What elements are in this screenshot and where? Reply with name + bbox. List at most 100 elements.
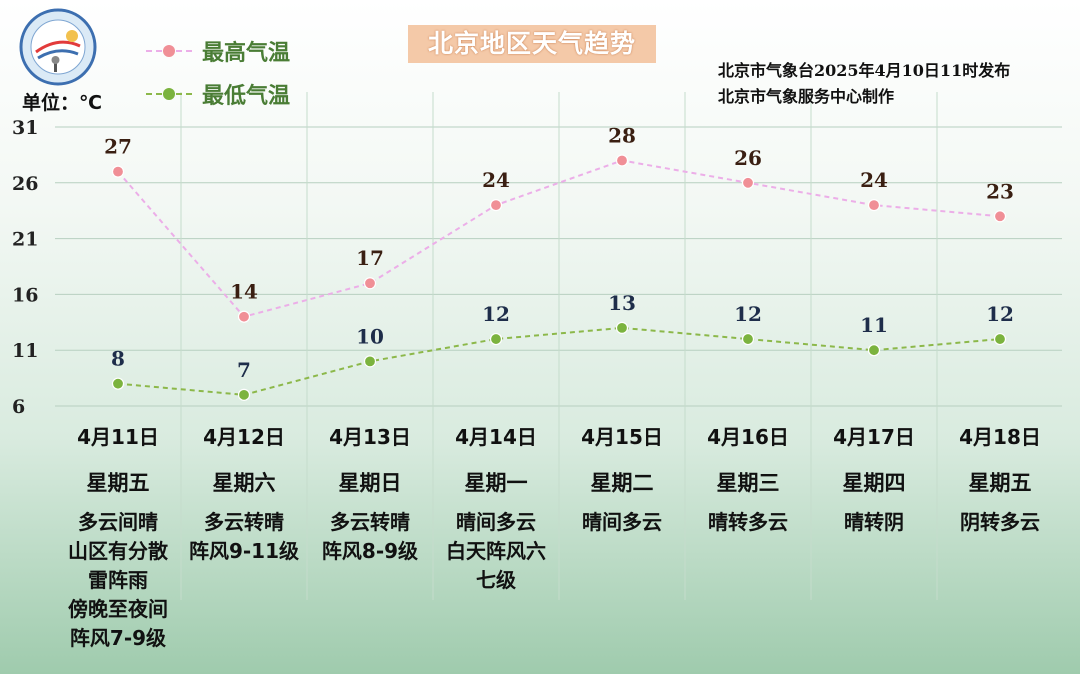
weather-description: 多云转晴 阵风9-11级 — [181, 508, 307, 566]
source-line-maker: 北京市气象服务中心制作 — [718, 87, 895, 106]
legend-low-marker — [163, 88, 175, 100]
day-column: 4月17日星期四晴转阴 — [811, 416, 937, 537]
weather-line: 阵风7-9级 — [69, 626, 167, 650]
weather-description: 晴间多云白天阵风六七级 — [433, 508, 559, 595]
data-point-low — [615, 321, 629, 334]
x-tick-label: 4月17日 — [833, 425, 915, 449]
data-label-low: 13 — [608, 291, 636, 315]
legend-low-label: 最低气温 — [202, 84, 291, 109]
weekday-label: 星期六 — [212, 471, 276, 495]
day-column: 4月11日星期五多云间晴山区有分散雷阵雨傍晚至夜间阵风7-9级 — [55, 416, 181, 653]
data-label-high: 23 — [986, 179, 1014, 203]
y-tick-label: 11 — [12, 340, 38, 362]
series-line-high — [117, 159, 1001, 318]
data-point-high — [741, 176, 755, 189]
unit-label: 单位：℃ — [22, 92, 103, 114]
x-tick-label: 4月18日 — [959, 425, 1041, 449]
y-tick-label: 16 — [12, 284, 38, 306]
weather-description: 阴转多云 — [937, 508, 1063, 537]
data-label-high: 14 — [230, 280, 258, 304]
legend-high-line — [146, 45, 192, 57]
data-label-low: 12 — [734, 302, 762, 326]
x-tick-label: 4月12日 — [203, 425, 285, 449]
data-point-low — [237, 388, 251, 401]
data-point-high — [237, 310, 251, 323]
weather-line: 山区有分散 — [68, 539, 168, 563]
data-point-high — [363, 277, 377, 290]
weekday-label: 星期三 — [716, 471, 780, 495]
data-point-high — [615, 154, 629, 167]
data-label-high: 24 — [482, 168, 510, 192]
day-column: 4月12日星期六多云转晴 阵风9-11级 — [181, 416, 307, 566]
data-label-high: 24 — [860, 168, 888, 192]
weekday-label: 星期五 — [86, 471, 150, 495]
legend-high-label: 最高气温 — [202, 41, 291, 66]
data-label-high: 17 — [356, 246, 384, 270]
data-point-high — [111, 165, 125, 178]
x-tick-label: 4月16日 — [707, 425, 789, 449]
weather-description: 多云间晴山区有分散雷阵雨傍晚至夜间阵风7-9级 — [55, 508, 181, 653]
source-line-publish: 北京市气象台2025年4月10日11时发布 — [718, 61, 1011, 80]
y-tick-label: 6 — [12, 396, 25, 418]
day-column: 4月18日星期五阴转多云 — [937, 416, 1063, 537]
data-label-low: 7 — [237, 358, 251, 382]
data-label-high: 26 — [734, 146, 762, 170]
legend-low-line — [146, 88, 192, 100]
data-label-low: 12 — [986, 302, 1014, 326]
day-column: 4月13日星期日多云转晴阵风8-9级 — [307, 416, 433, 566]
series-line-low — [117, 326, 1001, 396]
x-tick-label: 4月14日 — [455, 425, 537, 449]
weather-description: 多云转晴阵风8-9级 — [307, 508, 433, 566]
y-tick-label: 31 — [12, 117, 38, 139]
y-tick-label: 26 — [12, 173, 38, 195]
data-label-high: 28 — [608, 123, 636, 147]
weather-line: 傍晚至夜间 — [68, 597, 168, 621]
weekday-label: 星期四 — [842, 471, 906, 495]
weather-line: 七级 — [476, 568, 516, 592]
legend-low: 最低气温 — [146, 79, 290, 109]
data-label-low: 12 — [482, 302, 510, 326]
day-column: 4月16日星期三晴转多云 — [685, 416, 811, 537]
weekday-label: 星期二 — [590, 471, 654, 495]
weather-line: 阵风8-9级 — [321, 539, 419, 563]
data-label-low: 10 — [356, 324, 384, 348]
weather-line: 雷阵雨 — [88, 568, 148, 592]
data-point-high — [489, 199, 503, 212]
weather-description: 晴转多云 — [685, 508, 811, 537]
weather-line: 晴间多云 — [456, 510, 536, 534]
x-tick-label: 4月13日 — [329, 425, 411, 449]
weather-line: 晴间多云 — [582, 510, 662, 534]
weather-description: 晴间多云 — [559, 508, 685, 537]
day-column: 4月15日星期二晴间多云 — [559, 416, 685, 537]
weather-line: 多云转晴 — [330, 510, 410, 534]
weather-line: 白天阵风六 — [446, 539, 546, 563]
data-label-high: 27 — [104, 135, 132, 159]
legend-high-marker — [163, 45, 175, 57]
data-point-low — [363, 355, 377, 368]
data-point-high — [993, 210, 1007, 223]
y-tick-label: 21 — [12, 229, 38, 251]
data-point-low — [111, 377, 125, 390]
legend-high: 最高气温 — [146, 36, 290, 66]
weather-description: 晴转阴 — [811, 508, 937, 537]
weekday-label: 星期五 — [968, 471, 1032, 495]
weather-service-logo-icon — [14, 6, 102, 88]
data-point-low — [993, 332, 1007, 346]
weather-line: 阴转多云 — [960, 510, 1040, 534]
weather-line: 晴转阴 — [844, 510, 904, 534]
weather-line: 晴转多云 — [708, 510, 788, 534]
data-point-low — [741, 332, 755, 346]
data-point-low — [867, 344, 881, 357]
weather-line: 多云转晴 — [204, 510, 284, 534]
day-column: 4月14日星期一晴间多云白天阵风六七级 — [433, 416, 559, 595]
data-label-low: 8 — [111, 347, 125, 371]
chart-title: 北京地区天气趋势 — [408, 25, 656, 63]
x-tick-label: 4月11日 — [77, 425, 159, 449]
x-tick-label: 4月15日 — [581, 425, 663, 449]
data-point-low — [489, 332, 503, 346]
weather-line: 多云间晴 — [78, 510, 158, 534]
weekday-label: 星期日 — [338, 471, 402, 495]
source-info: 北京市气象台2025年4月10日11时发布 北京市气象服务中心制作 — [718, 58, 1010, 110]
weekday-label: 星期一 — [464, 471, 528, 495]
